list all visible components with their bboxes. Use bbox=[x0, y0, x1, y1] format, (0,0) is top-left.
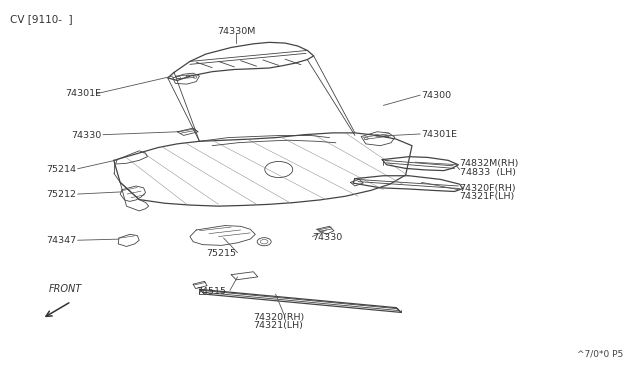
Text: FRONT: FRONT bbox=[49, 284, 81, 294]
Text: 74832M(RH): 74832M(RH) bbox=[460, 159, 519, 168]
Text: 74301E: 74301E bbox=[422, 130, 458, 139]
Text: 74515: 74515 bbox=[196, 287, 227, 296]
Text: 75212: 75212 bbox=[46, 190, 76, 199]
Text: 74321F(LH): 74321F(LH) bbox=[460, 192, 515, 202]
Text: CV [9110-  ]: CV [9110- ] bbox=[10, 15, 73, 25]
Text: 74320F(RH): 74320F(RH) bbox=[460, 184, 516, 193]
Text: 74301E: 74301E bbox=[65, 89, 101, 98]
Text: 74330: 74330 bbox=[312, 233, 342, 242]
Text: 74347: 74347 bbox=[46, 237, 76, 246]
Text: 74320(RH): 74320(RH) bbox=[253, 313, 305, 322]
Text: 74300: 74300 bbox=[422, 91, 452, 100]
Text: 74330M: 74330M bbox=[217, 27, 255, 36]
Text: 74330: 74330 bbox=[71, 131, 102, 140]
Text: 74833  (LH): 74833 (LH) bbox=[460, 167, 516, 177]
Text: ^7/0*0 P5: ^7/0*0 P5 bbox=[577, 350, 623, 359]
Text: 74321(LH): 74321(LH) bbox=[253, 321, 303, 330]
Text: 75215: 75215 bbox=[206, 249, 236, 258]
Text: 75214: 75214 bbox=[46, 165, 76, 174]
